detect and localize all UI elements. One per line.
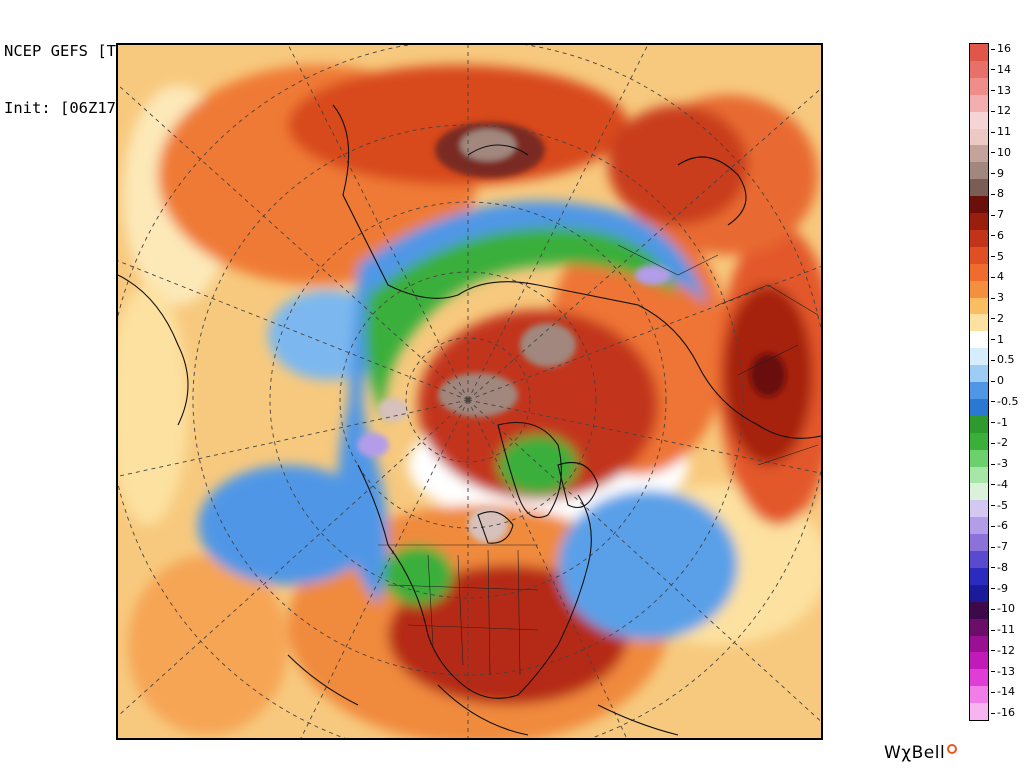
colorbar-label: 4 <box>991 271 1004 282</box>
colorbar-swatch <box>970 111 988 129</box>
colorbar-swatch <box>970 618 988 636</box>
colorbar-swatch <box>970 162 988 180</box>
colorbar-labels: 16 14 13 12 11 10 9 8 7 6 5 4 3 2 1 0.5 0 -0.5 -1 -2 -3 -4 -5 -… <box>991 43 1024 721</box>
colorbar-label: -5 <box>991 500 1008 511</box>
colorbar-swatch <box>970 331 988 349</box>
colorbar-label: 0.5 <box>991 354 1015 365</box>
colorbar-label: -16 <box>991 707 1015 718</box>
colorbar-swatch <box>970 466 988 484</box>
colorbar-label: -7 <box>991 541 1008 552</box>
colorbar-label: 5 <box>991 251 1004 262</box>
colorbar-swatch <box>970 635 988 653</box>
colorbar-label: 9 <box>991 168 1004 179</box>
colorbar-label: 3 <box>991 292 1004 303</box>
colorbar-swatch <box>970 297 988 315</box>
colorbar-label: -13 <box>991 666 1015 677</box>
colorbar-label: -3 <box>991 458 1008 469</box>
colorbar-swatch <box>970 432 988 451</box>
colorbar-label: 8 <box>991 188 1004 199</box>
colorbar-label: 0 <box>991 375 1004 386</box>
colorbar-label: 10 <box>991 147 1011 158</box>
colorbar-swatch <box>970 500 988 518</box>
colorbar-swatch <box>970 77 988 96</box>
colorbar-swatch <box>970 703 988 721</box>
brand-logo: WχBell <box>884 743 958 763</box>
colorbar-label: -0.5 <box>991 396 1018 407</box>
colorbar-label: 11 <box>991 126 1011 137</box>
colorbar-swatch <box>970 179 988 197</box>
colorbar-swatch <box>970 263 988 282</box>
colorbar-label: 7 <box>991 209 1004 220</box>
colorbar-label: 2 <box>991 313 1004 324</box>
brand-text: WχBell <box>884 743 946 763</box>
colorbar-swatch <box>970 686 988 704</box>
colorbar-swatch <box>970 551 988 569</box>
colorbar-swatch <box>970 382 988 400</box>
colorbar-swatch <box>970 534 988 552</box>
coastlines <box>118 104 821 736</box>
colorbar-swatch <box>970 449 988 467</box>
colorbar-label: 1 <box>991 334 1004 345</box>
colorbar-swatch <box>970 280 988 298</box>
colorbar-label: -1 <box>991 417 1008 428</box>
colorbar-label: 13 <box>991 85 1011 96</box>
graticule <box>118 45 821 738</box>
anomaly-map-svg <box>118 45 821 738</box>
colorbar-label: -12 <box>991 645 1015 656</box>
anomaly-peaks <box>357 122 786 543</box>
colorbar-swatch <box>970 213 988 231</box>
colorbar-swatch <box>970 196 988 214</box>
colorbar <box>969 43 989 721</box>
colorbar-swatch <box>970 669 988 687</box>
colorbar-swatch <box>970 365 988 383</box>
colorbar-label: 14 <box>991 64 1011 75</box>
colorbar-swatch <box>970 567 988 586</box>
colorbar-label: -14 <box>991 686 1015 697</box>
colorbar-label: 16 <box>991 43 1011 54</box>
colorbar-swatch <box>970 348 988 366</box>
colorbar-swatch <box>970 60 988 79</box>
colorbar-swatch <box>970 652 988 670</box>
colorbar-label: -9 <box>991 583 1008 594</box>
colorbar-swatch <box>970 246 988 265</box>
colorbar-swatch <box>970 483 988 501</box>
colorbar-swatch <box>970 601 988 620</box>
colorbar-swatch <box>970 517 988 535</box>
political-borders <box>378 244 819 676</box>
colorbar-swatch <box>970 94 988 113</box>
colorbar-label: -8 <box>991 562 1008 573</box>
colorbar-swatch <box>970 44 988 62</box>
colorbar-swatch <box>970 584 988 603</box>
colorbar-label: 6 <box>991 230 1004 241</box>
colorbar-label: -6 <box>991 520 1008 531</box>
colorbar-label: -4 <box>991 479 1008 490</box>
colorbar-label: -2 <box>991 437 1008 448</box>
anomaly-map[interactable] <box>116 43 823 740</box>
brand-dot-icon <box>947 744 958 754</box>
colorbar-label: -11 <box>991 624 1015 635</box>
colorbar-swatch <box>970 145 988 163</box>
colorbar-swatch <box>970 229 988 248</box>
colorbar-swatch <box>970 128 988 146</box>
colorbar-swatch <box>970 398 988 417</box>
colorbar-label: 12 <box>991 105 1011 116</box>
colorbar-swatch <box>970 314 988 332</box>
colorbar-label: -10 <box>991 603 1015 614</box>
colorbar-swatch <box>970 415 988 434</box>
